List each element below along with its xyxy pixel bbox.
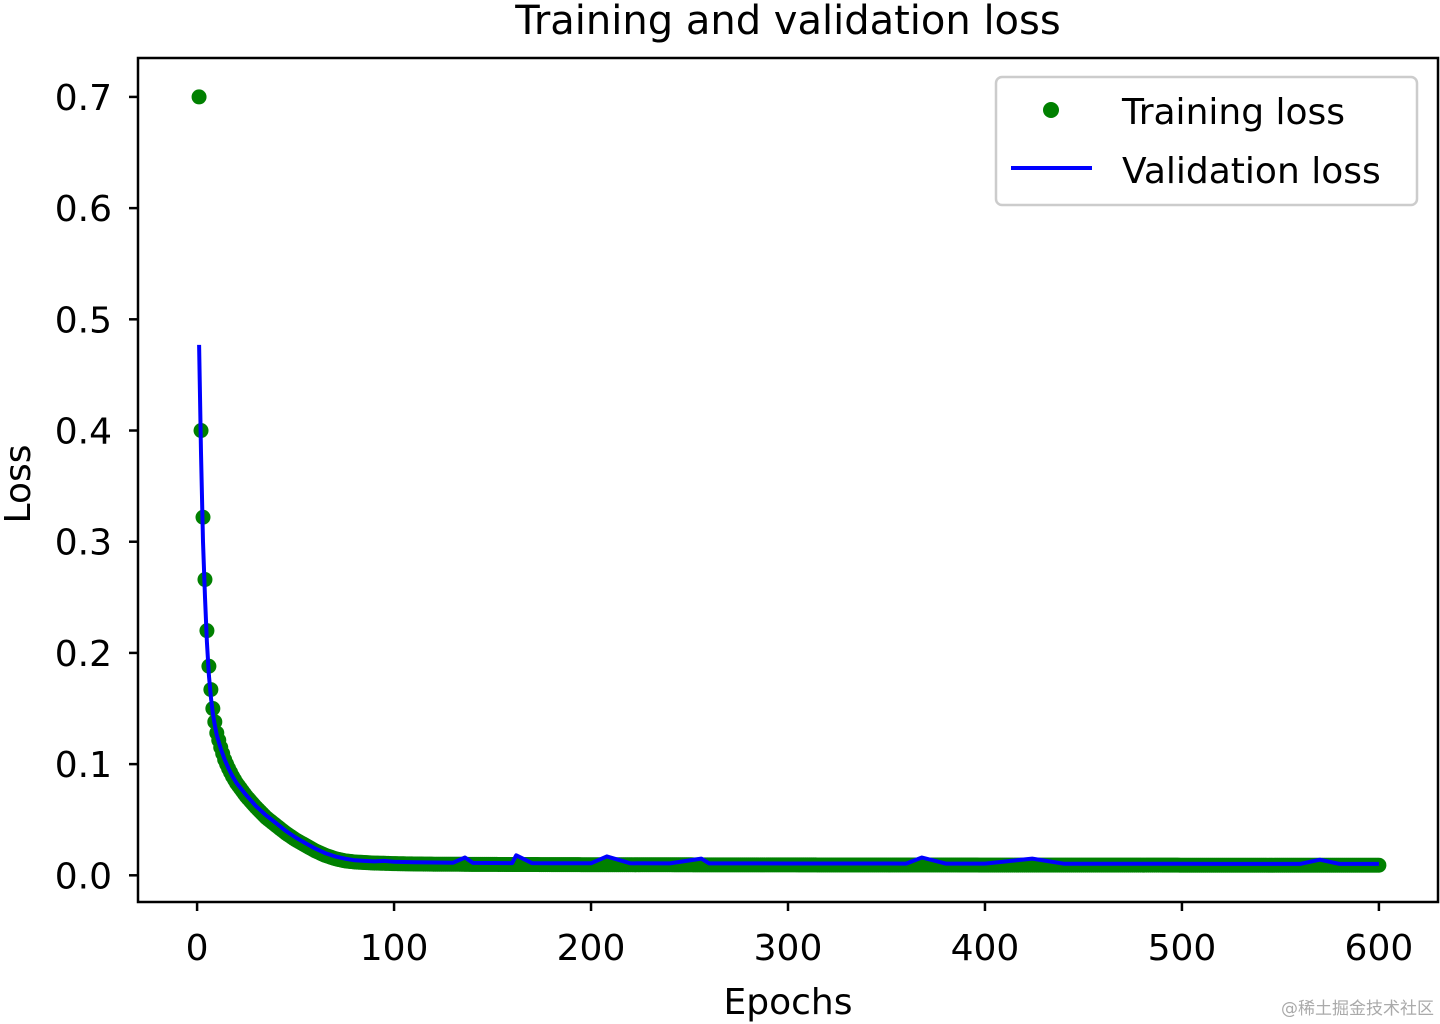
y-tick-label: 0.4	[55, 412, 112, 453]
x-tick-label: 100	[360, 928, 429, 969]
plot-area	[136, 56, 1440, 904]
x-tick-label: 0	[186, 928, 209, 969]
series-layer	[191, 89, 1387, 873]
training-loss-point	[1371, 857, 1387, 873]
x-axis-label: Epochs	[724, 982, 853, 1023]
training-loss-point	[191, 89, 207, 105]
watermark-text: @稀土掘金技术社区	[1281, 999, 1434, 1019]
y-tick-label: 0.0	[55, 856, 112, 897]
x-tick-label: 600	[1345, 928, 1414, 969]
y-tick-label: 0.1	[55, 745, 112, 786]
x-tick-label: 500	[1148, 928, 1217, 969]
y-tick-label: 0.2	[55, 634, 112, 675]
legend-box	[994, 75, 1419, 207]
x-tick-label: 200	[557, 928, 626, 969]
y-tick-label: 0.5	[55, 300, 112, 341]
y-axis-ticks: 0.0 0.1 0.2 0.3 0.4 0.5 0.6 0.7	[55, 78, 138, 897]
x-axis-ticks: 0 100 200 300 400 500 600	[186, 902, 1414, 969]
y-tick-label: 0.3	[55, 523, 112, 564]
x-tick-label: 400	[951, 928, 1020, 969]
y-tick-label: 0.6	[55, 189, 112, 230]
legend-training-marker	[1043, 102, 1059, 118]
y-axis-label: Loss	[0, 445, 39, 524]
validation-loss-line	[197, 344, 1379, 866]
x-tick-label: 300	[754, 928, 823, 969]
legend: Training loss Validation loss	[994, 75, 1419, 207]
y-tick-label: 0.7	[55, 78, 112, 119]
legend-training-label: Training loss	[1121, 92, 1345, 133]
legend-validation-label: Validation loss	[1122, 151, 1381, 192]
chart-title: Training and validation loss	[514, 0, 1060, 44]
